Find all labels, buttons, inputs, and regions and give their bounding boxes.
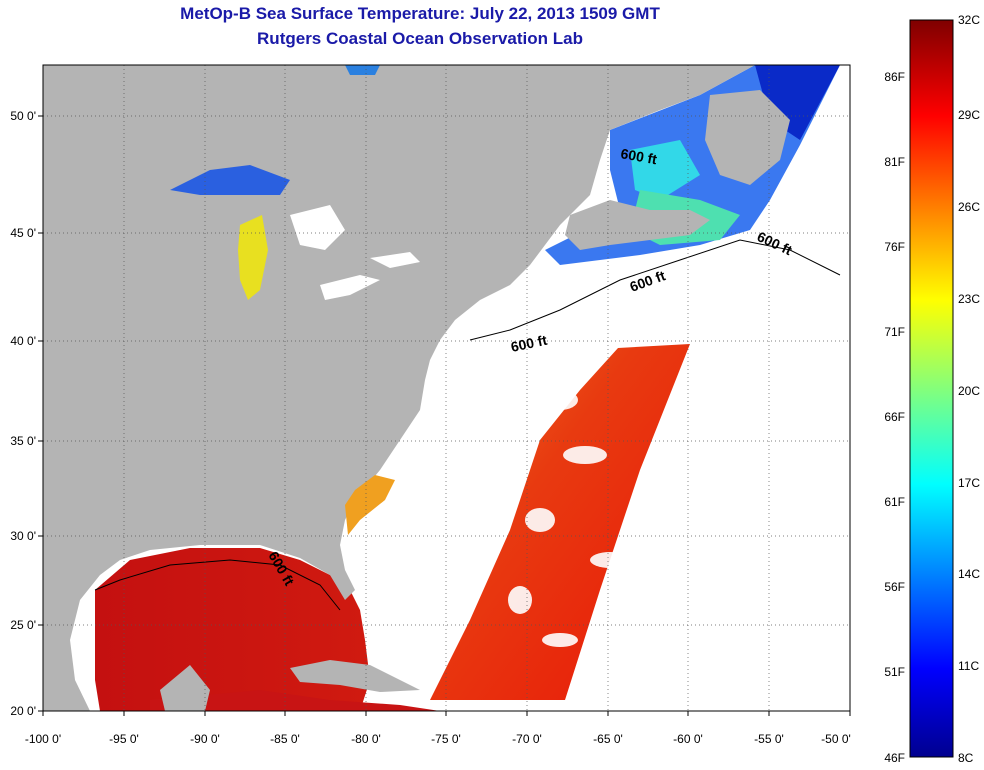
colorbar-fahrenheit-label: 66F: [884, 410, 905, 424]
contour-label-1: 600 ft: [509, 332, 548, 355]
lake-superior: [170, 165, 290, 195]
colorbar-fahrenheit-label: 61F: [884, 495, 905, 509]
map-subtitle: Rutgers Coastal Ocean Observation Lab: [257, 29, 583, 48]
x-tick-label: -70 0': [512, 732, 542, 746]
y-tick-label: 25 0': [10, 618, 36, 632]
contour-label-4: 600 ft: [619, 145, 658, 167]
colorbar-celsius-label: 23C: [958, 292, 980, 306]
colorbar: [909, 19, 954, 758]
y-tick-label: 30 0': [10, 529, 36, 543]
colorbar-fahrenheit-label: 56F: [884, 580, 905, 594]
north-america-land: [43, 65, 755, 711]
colorbar-celsius-label: 17C: [958, 476, 980, 490]
x-tick-label: -60 0': [673, 732, 703, 746]
x-tick-label: -75 0': [431, 732, 461, 746]
colorbar-celsius-label: 29C: [958, 108, 980, 122]
yucatan-land: [160, 665, 210, 711]
colorbar-celsius-label: 11C: [958, 659, 979, 673]
y-tick-label: 35 0': [10, 434, 36, 448]
colorbar-celsius-label: 32C: [958, 13, 980, 27]
colorbar-fahrenheit-label: 46F: [884, 751, 905, 765]
lake-michigan: [238, 215, 268, 300]
colorbar-fahrenheit-label: 71F: [884, 325, 905, 339]
colorbar-fahrenheit-label: 51F: [884, 665, 905, 679]
x-tick-label: -100 0': [25, 732, 61, 746]
cuba-land: [290, 660, 420, 692]
x-tick-label: -85 0': [270, 732, 300, 746]
colorbar-fahrenheit-label: 81F: [884, 155, 905, 169]
y-tick-label: 40 0': [10, 334, 36, 348]
colorbar-fahrenheit-label: 86F: [884, 70, 905, 84]
map-title: MetOp-B Sea Surface Temperature: July 22…: [180, 4, 660, 23]
isobath-600ft-gulf: [94, 559, 341, 611]
x-tick-label: -65 0': [593, 732, 623, 746]
maritimes-land: [565, 200, 710, 250]
caribbean-sst: [150, 690, 440, 711]
gulf-stream-coastal: [345, 475, 395, 535]
lake-huron: [290, 205, 345, 250]
colorbar-celsius-label: 8C: [958, 751, 974, 765]
y-tick-label: 45 0': [10, 226, 36, 240]
x-tick-label: -90 0': [190, 732, 220, 746]
hudson-bay-water: [345, 65, 380, 75]
colorbar-celsius-label: 14C: [958, 567, 980, 581]
lake-erie: [320, 275, 380, 300]
axis-ticks: [38, 115, 851, 716]
x-tick-label: -50 0': [821, 732, 851, 746]
isobath-600ft: [469, 239, 841, 341]
y-tick-label: 20 0': [10, 704, 36, 718]
graticule: [43, 65, 850, 711]
x-tick-label: -95 0': [109, 732, 139, 746]
lake-ontario: [370, 252, 420, 268]
y-tick-label: 50 0': [10, 109, 36, 123]
colorbar-celsius-label: 20C: [958, 384, 980, 398]
cyan-patch: [630, 140, 700, 200]
x-tick-label: -55 0': [754, 732, 784, 746]
x-tick-label: -80 0': [351, 732, 381, 746]
atlantic-swath-sst: [430, 344, 690, 700]
colorbar-fahrenheit-label: 76F: [884, 240, 905, 254]
colorbar-celsius-label: 26C: [958, 200, 980, 214]
